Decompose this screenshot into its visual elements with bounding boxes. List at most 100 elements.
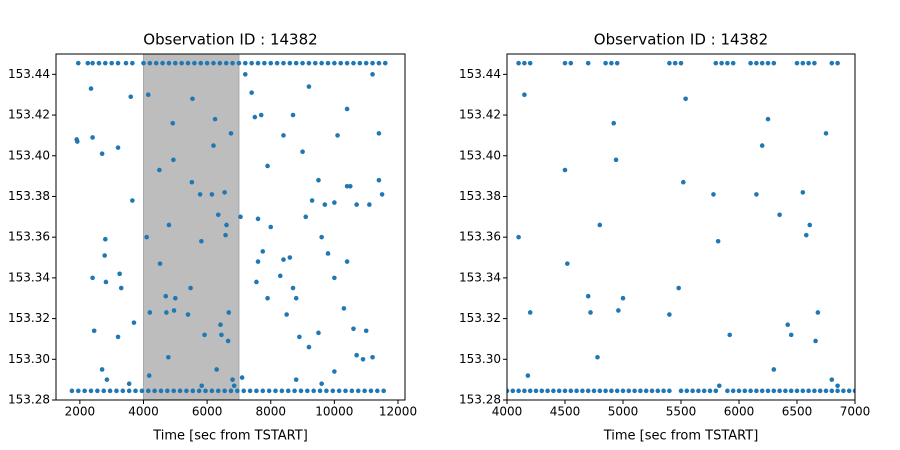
point <box>777 388 782 394</box>
point <box>332 369 337 374</box>
y-tick-label: 153.44 <box>459 67 501 81</box>
point <box>338 60 344 66</box>
point <box>158 388 164 394</box>
chart-title: Observation ID : 14382 <box>143 31 317 49</box>
point <box>287 255 293 260</box>
point <box>725 60 730 66</box>
point <box>341 306 347 311</box>
point <box>765 388 771 394</box>
point <box>556 388 562 394</box>
point <box>184 388 189 394</box>
point <box>90 135 95 140</box>
chart-title: Observation ID : 14382 <box>594 31 768 49</box>
point <box>306 344 312 350</box>
point <box>69 388 75 394</box>
point <box>332 275 337 281</box>
point <box>788 332 794 338</box>
point <box>713 60 719 66</box>
point <box>562 388 568 394</box>
point <box>620 295 626 301</box>
point <box>173 60 178 66</box>
y-tick-label: 153.38 <box>8 189 50 203</box>
point <box>118 285 124 291</box>
point <box>185 312 191 317</box>
point <box>255 259 261 264</box>
point <box>370 60 375 66</box>
x-axis-label: Time [sec from TSTART] <box>603 429 759 444</box>
axes-frame <box>506 53 856 401</box>
point <box>293 60 299 66</box>
point <box>788 388 794 394</box>
point <box>247 388 253 394</box>
point <box>277 273 283 279</box>
point <box>330 388 336 394</box>
point <box>101 388 107 394</box>
point <box>759 60 765 66</box>
point <box>300 60 305 66</box>
point <box>141 60 146 66</box>
point <box>638 388 643 394</box>
point <box>829 60 835 66</box>
point <box>75 388 81 394</box>
axes-frame <box>55 53 406 401</box>
point <box>146 373 152 378</box>
point <box>614 388 620 394</box>
plot-area <box>69 54 388 400</box>
point <box>794 60 800 66</box>
x-tick-label: 5000 <box>608 405 639 419</box>
point <box>655 388 661 394</box>
point <box>765 116 771 122</box>
point <box>241 388 247 394</box>
point <box>230 60 235 66</box>
point <box>800 60 806 66</box>
point <box>539 388 545 394</box>
point <box>255 60 261 66</box>
point <box>305 388 310 394</box>
point <box>332 200 337 205</box>
point <box>595 354 600 360</box>
point <box>375 388 380 394</box>
point <box>370 354 375 360</box>
point <box>343 388 348 394</box>
point <box>815 310 821 315</box>
point <box>145 388 151 394</box>
point <box>235 388 240 394</box>
y-tick-label: 153.34 <box>8 270 50 284</box>
point <box>104 377 110 382</box>
point <box>218 322 223 327</box>
point <box>527 310 533 315</box>
point <box>222 388 227 394</box>
point <box>96 60 102 66</box>
point <box>179 60 184 66</box>
point <box>643 388 649 394</box>
point <box>585 293 591 299</box>
point <box>672 60 678 66</box>
point <box>242 72 248 77</box>
point <box>360 356 366 362</box>
point <box>107 388 113 394</box>
point <box>562 167 568 173</box>
point <box>317 388 323 394</box>
point <box>325 251 331 256</box>
point <box>510 388 516 394</box>
point <box>794 388 800 394</box>
point <box>835 383 840 389</box>
point <box>147 310 153 315</box>
point <box>231 383 237 389</box>
point <box>316 330 321 336</box>
point <box>324 388 329 394</box>
point <box>306 60 312 66</box>
point <box>813 338 818 344</box>
point <box>357 60 363 66</box>
point <box>265 295 270 301</box>
point <box>139 388 145 394</box>
point <box>88 388 94 394</box>
point <box>525 373 531 378</box>
x-tick-label: 2000 <box>65 405 96 419</box>
point <box>611 120 617 126</box>
point <box>130 60 135 66</box>
point <box>203 388 208 394</box>
point <box>228 131 234 136</box>
x-tick-label: 6000 <box>192 405 223 419</box>
point <box>701 388 707 394</box>
